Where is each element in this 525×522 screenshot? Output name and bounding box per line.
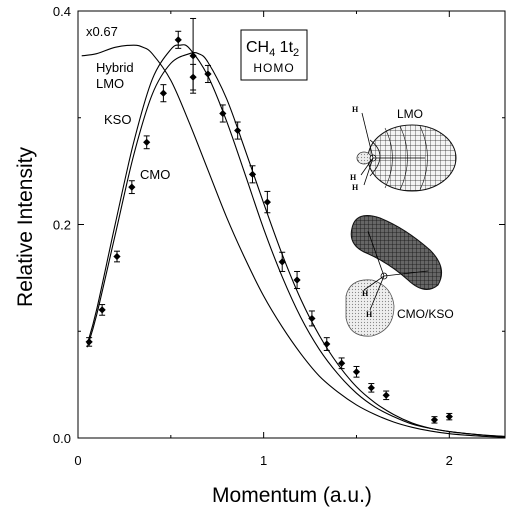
data-marker (219, 109, 227, 118)
lmo-orbital-image: H H H LMO (350, 105, 457, 192)
data-point (308, 310, 316, 327)
data-point (219, 104, 227, 123)
data-point (338, 357, 346, 370)
lmo-annotation: LMO (96, 76, 124, 91)
data-marker (352, 368, 361, 376)
x-tick-label-0: 0 (74, 453, 81, 468)
data-point (263, 190, 271, 214)
data-marker (143, 138, 151, 146)
data-point (85, 337, 93, 347)
data-marker (234, 126, 242, 135)
orbital-name: HOMO (253, 61, 294, 75)
data-marker (293, 276, 301, 284)
data-points (85, 17, 453, 424)
data-marker (113, 252, 121, 261)
data-marker (430, 416, 439, 424)
data-point (98, 304, 106, 316)
data-marker (248, 170, 257, 178)
y-tick-label-1: 0.2 (53, 218, 71, 233)
h-label-1: H (352, 105, 359, 114)
y-axis-title: Relative Intensity (14, 147, 37, 307)
data-marker (204, 70, 212, 78)
data-marker (174, 36, 182, 44)
data-marker (338, 359, 346, 367)
data-point (174, 30, 182, 49)
data-marker (382, 391, 390, 399)
h-label-3: H (352, 183, 359, 192)
lmo-inset-label: LMO (397, 107, 423, 121)
data-marker (159, 89, 167, 97)
data-point (189, 63, 197, 91)
curves (81, 44, 505, 438)
y-tick-label-2: 0.4 (53, 4, 71, 19)
series-line-kso (86, 44, 505, 437)
data-point (445, 412, 453, 421)
series-line-cmo (86, 52, 505, 438)
data-marker (189, 52, 197, 60)
data-point (234, 121, 242, 140)
x-tick-label-2: 2 (446, 453, 453, 468)
data-point (382, 390, 390, 401)
scale-annotation: x0.67 (86, 24, 118, 39)
data-marker (98, 306, 106, 314)
kso-annotation: KSO (104, 112, 131, 127)
orbital-formula: CH4 1t2 (246, 39, 299, 59)
data-marker (128, 183, 136, 191)
h-label-2: H (350, 173, 357, 182)
hybrid-annotation: Hybrid (96, 60, 134, 75)
data-point (159, 84, 167, 103)
cmo-kso-inset-label: CMO/KSO (397, 307, 454, 321)
h-label-4: H (362, 289, 369, 298)
y-tick-label-0: 0.0 (53, 431, 71, 446)
cmo-annotation: CMO (140, 167, 170, 182)
data-point (248, 165, 257, 184)
x-axis-title: Momentum (a.u.) (212, 484, 372, 507)
data-marker (308, 314, 316, 323)
data-marker (323, 340, 331, 348)
data-point (128, 180, 136, 195)
x-tick-label-1: 1 (260, 453, 267, 468)
data-point (323, 337, 331, 351)
data-point (113, 250, 121, 263)
cmo-kso-orbital-image: H H CMO/KSO (345, 215, 454, 337)
axes: 0 1 2 0.0 0.2 0.4 (53, 4, 505, 468)
data-point (430, 416, 439, 424)
data-marker (445, 413, 453, 421)
data-marker (278, 258, 286, 266)
orbital-legend-box: CH4 1t2 HOMO (240, 29, 308, 81)
data-point (367, 383, 375, 393)
data-point (352, 365, 361, 378)
data-marker (367, 384, 375, 392)
data-point (143, 135, 151, 150)
series-line-hybrid-lmo (81, 44, 505, 438)
data-marker (189, 73, 197, 81)
data-point (278, 251, 286, 272)
data-point (204, 64, 212, 84)
data-marker (263, 198, 271, 206)
data-point (293, 270, 301, 290)
h-label-5: H (366, 310, 373, 319)
data-marker (85, 338, 93, 346)
